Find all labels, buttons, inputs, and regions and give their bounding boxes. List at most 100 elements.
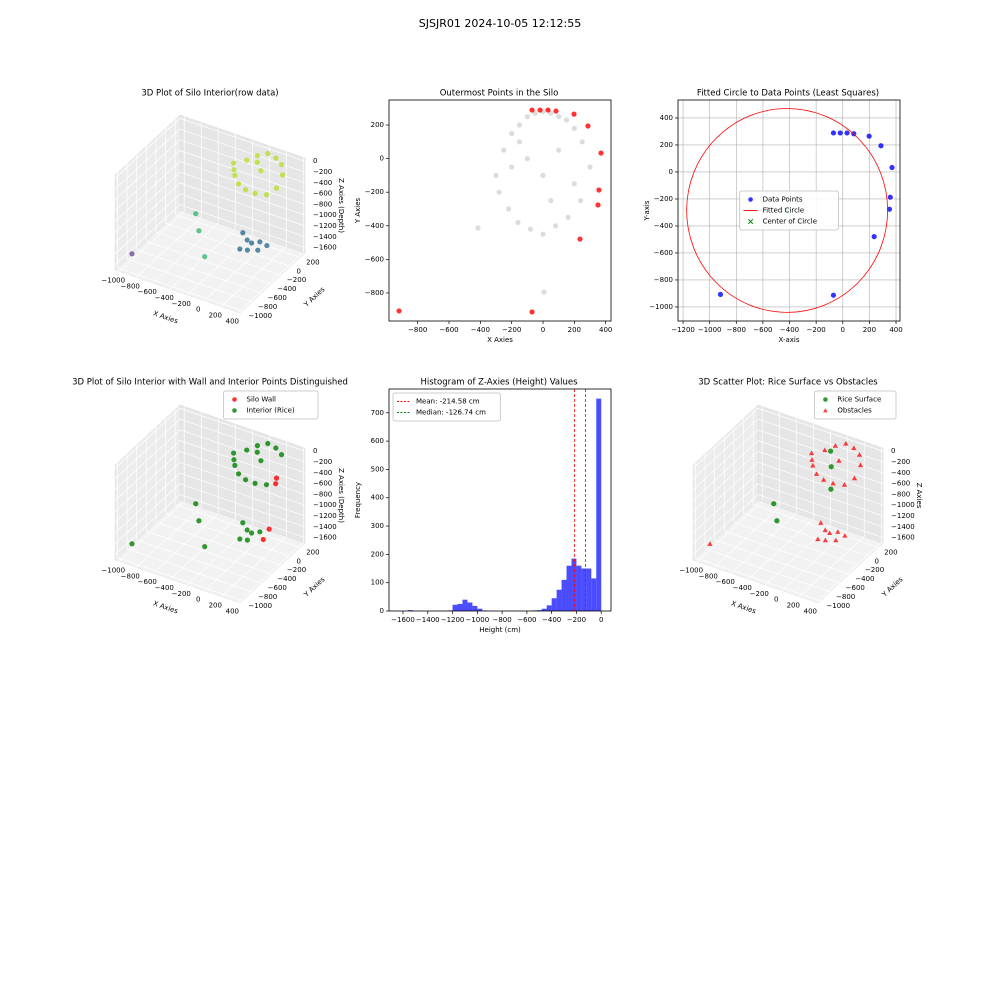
data-point (857, 462, 864, 468)
x-tick-label: −600 (138, 578, 157, 586)
grid-line (114, 472, 181, 534)
chart-title: Fitted Circle to Data Points (Least Squa… (697, 89, 879, 99)
x-tick-label: −1000 (101, 566, 125, 574)
y-tick-label: −400 (654, 222, 673, 230)
grid-line (692, 451, 759, 512)
data-point (196, 228, 202, 234)
histogram-bar (586, 568, 592, 611)
data-point (266, 526, 272, 532)
data-point (707, 541, 713, 546)
grid-line (757, 472, 884, 517)
data-point (545, 107, 551, 113)
x-tick-label: −1200 (441, 616, 465, 624)
plot-frame (388, 99, 612, 322)
grid-line (175, 214, 301, 258)
data-point (258, 458, 264, 464)
data-point (851, 475, 858, 481)
data-point (828, 448, 834, 454)
data-point (866, 133, 872, 139)
y-axis-label: Y Axies (354, 197, 362, 224)
x-tick-label: −800 (121, 572, 140, 580)
plot-frame (388, 388, 612, 612)
data-point (202, 544, 208, 550)
y-tick-label: −600 (365, 255, 384, 263)
data-point (553, 108, 559, 114)
y-tick-label: −800 (654, 276, 673, 284)
histogram-bar (546, 605, 552, 611)
data-point (889, 164, 895, 171)
x-tick-label: −600 (517, 616, 536, 624)
legend-label: Fitted Circle (763, 207, 805, 215)
data-point (263, 192, 270, 198)
data-point (556, 147, 562, 153)
grid-line (692, 472, 759, 534)
y-tick-label: −1000 (649, 303, 673, 311)
data-point (822, 537, 828, 543)
data-point (273, 475, 280, 481)
x-tick-label: 200 (863, 326, 876, 334)
x-tick-label: −200 (502, 326, 521, 334)
grid-line (136, 507, 202, 568)
grid-line (179, 429, 306, 474)
grid-line (170, 518, 236, 580)
z-tick-label: −1600 (313, 244, 337, 252)
grid-line (114, 161, 181, 222)
legend-swatch (823, 397, 828, 402)
z-tick-label: −1200 (313, 222, 337, 230)
data-point (254, 443, 261, 449)
z-tick-label: 0 (891, 447, 895, 455)
data-point (232, 172, 238, 178)
data-point (830, 292, 837, 298)
data-point (193, 211, 199, 217)
x-tick-label: −800 (699, 572, 718, 580)
legend-swatch (748, 197, 753, 202)
grid-line (114, 451, 181, 512)
pane (179, 404, 306, 544)
data-point (887, 194, 893, 200)
y-tick-label: −800 (836, 593, 855, 601)
grid-line (136, 249, 262, 294)
data-point (509, 130, 515, 137)
x-tick-label: 400 (599, 326, 612, 334)
x-tick-label: −600 (753, 326, 772, 334)
grid-line (119, 211, 185, 272)
z-tick-label: −1600 (891, 534, 915, 542)
y-tick-label: −600 (846, 584, 865, 592)
y-axis-label: Y-axis (643, 200, 651, 221)
data-point (493, 172, 499, 179)
data-point (237, 246, 243, 252)
data-point (842, 532, 848, 538)
grid-line (175, 504, 301, 548)
data-point (252, 190, 258, 196)
z-tick-label: 0 (313, 447, 317, 455)
data-point (810, 462, 816, 468)
data-point (260, 536, 266, 543)
grid-line (692, 483, 759, 545)
grid-line (179, 128, 306, 173)
fitted-circle (686, 108, 889, 313)
z-tick-label: −600 (313, 480, 332, 488)
data-point (540, 172, 546, 179)
grid-line (114, 204, 181, 265)
pane (757, 404, 884, 544)
x-tick-label: 0 (541, 326, 545, 334)
z-tick-label: −800 (313, 490, 332, 498)
grid-line (204, 530, 270, 591)
data-point (244, 237, 250, 243)
data-point (818, 520, 824, 525)
grid-line (114, 461, 181, 523)
data-point (257, 239, 263, 245)
grid-line (757, 440, 884, 484)
grid-line (117, 267, 243, 312)
y-tick-label: −400 (277, 285, 296, 293)
data-point (244, 537, 250, 543)
z-axis-label: Z Axies (Depth) (337, 178, 345, 233)
y-tick-label: 200 (306, 258, 319, 266)
data-point (595, 202, 601, 208)
histogram-bar (591, 578, 597, 611)
grid-line (179, 472, 306, 517)
data-point (585, 123, 591, 129)
grid-line (221, 536, 287, 597)
y-tick-label: −200 (287, 566, 306, 574)
x-tick-label: −600 (138, 288, 157, 296)
